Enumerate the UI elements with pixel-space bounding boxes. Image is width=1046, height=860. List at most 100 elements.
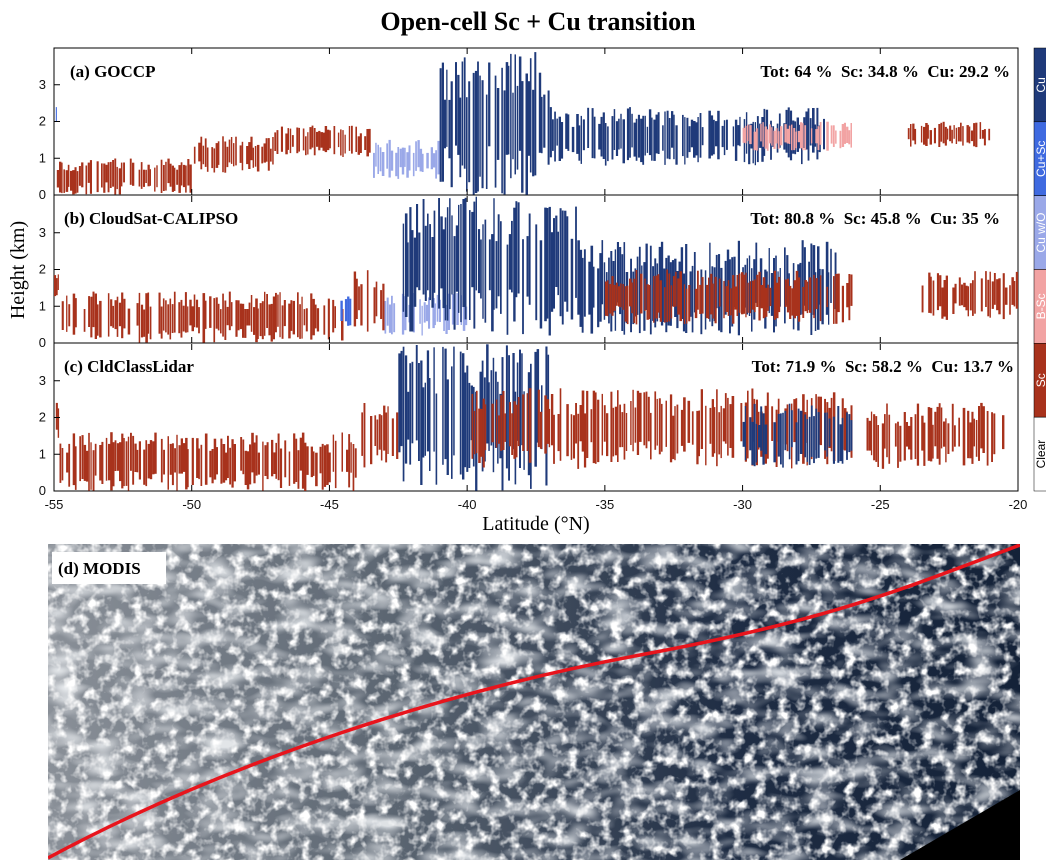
cloud-bar	[755, 242, 758, 303]
cloud-bar	[431, 237, 434, 308]
cloud-bar	[163, 165, 165, 191]
cloud-bar	[817, 126, 820, 150]
cloud-bar	[690, 119, 694, 148]
cloud-bar	[213, 438, 217, 480]
cloud-bar	[546, 208, 549, 319]
cloud-bar	[826, 412, 828, 457]
cloud-bar	[980, 402, 983, 449]
cloud-bar	[657, 112, 660, 154]
cloud-bar	[130, 432, 132, 471]
cloud-bar	[176, 434, 178, 491]
cloud-bar	[116, 296, 119, 337]
cloud-bar	[975, 420, 978, 457]
cloud-bar	[305, 136, 307, 156]
cloud-bar	[753, 131, 756, 151]
cloud-bar	[921, 415, 924, 451]
cloud-bar	[428, 297, 431, 329]
cloud-bar	[549, 107, 552, 158]
cloud-bar	[661, 403, 663, 452]
cloud-bar	[254, 146, 257, 167]
cloud-bar	[387, 406, 389, 454]
cloud-bar	[169, 298, 172, 340]
cloud-bar	[519, 349, 521, 468]
cloud-bar	[604, 281, 608, 316]
cloud-bar	[228, 291, 231, 331]
cloud-bar	[695, 122, 698, 156]
cloud-bar	[797, 277, 801, 322]
cloud-bar	[502, 391, 505, 450]
cloud-bar	[648, 285, 651, 320]
cloud-bar	[456, 293, 459, 325]
cloud-bar	[581, 390, 585, 452]
cloud-bar	[473, 410, 476, 455]
cloud-bar	[158, 292, 161, 334]
cloud-bar	[797, 130, 801, 143]
cloud-bar	[938, 403, 941, 465]
cloud-bar	[659, 280, 662, 322]
cloud-bar	[477, 61, 479, 192]
cloud-bar	[508, 234, 512, 290]
x-tick-label: -35	[595, 497, 614, 512]
cloud-bar	[932, 280, 935, 316]
cloud-bar	[89, 160, 92, 194]
cloud-bar	[732, 275, 735, 324]
cloud-bar	[651, 117, 653, 161]
cloud-bar	[61, 301, 64, 330]
cloud-bar	[676, 404, 679, 454]
cloud-bar	[846, 283, 849, 308]
cloud-bar	[68, 443, 71, 487]
cloud-bar	[557, 231, 559, 296]
cloud-bar	[988, 128, 991, 141]
cloud-bar	[795, 398, 798, 445]
cloud-bar	[332, 299, 335, 333]
cloud-bar	[198, 448, 200, 480]
cloud-bar	[248, 142, 251, 169]
cloud-bar	[419, 148, 423, 172]
cloud-bar	[833, 276, 835, 324]
cloud-bar	[109, 161, 112, 188]
cloud-bar	[163, 449, 165, 475]
cloud-bar	[488, 239, 491, 291]
cloud-bar	[125, 441, 128, 486]
cloud-bar	[646, 284, 649, 320]
cloud-bar	[766, 129, 769, 151]
cloud-bar	[558, 116, 561, 161]
cloud-bar	[786, 128, 789, 144]
cloud-bar	[742, 421, 746, 447]
chart-title: Open-cell Sc + Cu transition	[380, 7, 696, 36]
cloud-bar	[61, 448, 64, 481]
cloud-bar	[753, 403, 756, 467]
cloud-bar	[552, 119, 554, 151]
cloud-bar	[85, 450, 89, 482]
cloud-bar	[252, 147, 254, 168]
segment-cu	[402, 196, 577, 336]
cloud-bar	[136, 303, 139, 326]
cloud-bar	[390, 150, 394, 171]
cloud-bar	[660, 241, 664, 326]
cloud-bar	[270, 303, 273, 342]
cloud-bar	[764, 126, 767, 149]
cloud-bar	[647, 396, 650, 442]
cloud-bar	[229, 447, 231, 485]
segment-sc	[54, 274, 59, 297]
cloud-bar	[835, 273, 838, 324]
cloud-bar	[476, 390, 478, 454]
cloud-bar	[565, 113, 568, 149]
segment-sc	[61, 291, 344, 343]
cloud-bar	[464, 372, 467, 468]
cloud-bar	[220, 309, 222, 334]
cloud-bar	[366, 129, 369, 157]
y-tick-label: 1	[39, 150, 46, 165]
cloud-bar	[274, 132, 277, 151]
cloud-bar	[788, 125, 791, 144]
cloud-bar	[696, 410, 699, 465]
cloud-bar	[315, 452, 318, 487]
cloud-bar	[764, 424, 768, 455]
segment-sc	[353, 270, 385, 332]
cloud-bar	[813, 274, 815, 319]
cloud-bar	[388, 139, 391, 178]
cloud-bar	[110, 299, 113, 327]
cloud-bar	[289, 128, 292, 154]
cloud-bar	[839, 130, 842, 149]
cloud-bar	[633, 278, 636, 324]
